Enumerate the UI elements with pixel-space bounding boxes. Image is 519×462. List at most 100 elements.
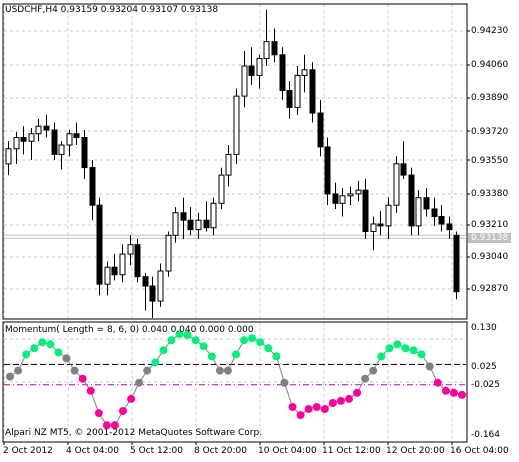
candle (58, 141, 65, 170)
candle (127, 235, 134, 266)
candle (400, 141, 407, 179)
candle (301, 54, 308, 93)
candle (73, 122, 80, 146)
candle-body (149, 285, 156, 302)
momentum-point (151, 358, 160, 367)
symbol-info: USDCHF,H4 0.93159 0.93204 0.93107 0.9313… (5, 5, 219, 15)
candle-body (180, 212, 187, 221)
candle (13, 131, 20, 164)
momentum-point (110, 421, 119, 430)
time-axis-label: 12 Oct 20:00 (386, 446, 445, 456)
candle-body (294, 74, 301, 108)
momentum-point (78, 374, 87, 383)
candle-body (438, 215, 445, 225)
momentum-point (38, 338, 47, 347)
price-axis-label: 0.93890 (471, 93, 509, 103)
price-axis-label: 0.92870 (471, 284, 509, 294)
candle (355, 180, 362, 202)
candle (256, 54, 263, 89)
time-axis-label: 5 Oct 12:00 (130, 446, 183, 456)
candle (218, 167, 225, 209)
indicator-info: Momentum( Length = 8, 6, 0) 0.040 0.040 … (5, 325, 254, 335)
momentum-point (361, 374, 370, 383)
candle-body (393, 163, 400, 206)
candle-body (355, 189, 362, 195)
candle (195, 212, 202, 240)
momentum-point (280, 378, 289, 387)
momentum-point (199, 342, 208, 351)
candle (248, 47, 255, 85)
momentum-point (458, 390, 466, 399)
momentum-point (102, 421, 111, 430)
candle-body (187, 219, 194, 231)
momentum-point (385, 344, 394, 353)
momentum-point (135, 378, 144, 387)
candle-body (89, 167, 96, 206)
candle (233, 88, 240, 164)
candle-body (362, 189, 369, 233)
candle-body (51, 129, 58, 155)
momentum-point (401, 344, 410, 353)
candle-body (377, 223, 384, 227)
candle (317, 99, 324, 157)
candle-body (157, 270, 164, 302)
candle-body (73, 133, 80, 138)
momentum-point (207, 352, 216, 361)
candle-body (431, 208, 438, 217)
candle (5, 141, 12, 176)
candle (165, 231, 172, 277)
momentum-point (215, 366, 224, 375)
momentum-point (46, 340, 55, 349)
candle (81, 129, 88, 179)
price-axis-label: 0.94060 (471, 60, 509, 70)
momentum-point (264, 344, 273, 353)
candle (453, 231, 460, 300)
candle-body (35, 125, 42, 135)
candle (28, 128, 35, 161)
candle (271, 28, 278, 63)
candle-body (58, 144, 65, 155)
candle-body (142, 276, 149, 287)
candle-body (13, 136, 20, 150)
candle-body (172, 212, 179, 236)
momentum-point (296, 411, 305, 420)
candle (203, 201, 210, 232)
momentum-point (272, 352, 281, 361)
candle-body (263, 41, 270, 60)
candle (415, 190, 422, 236)
momentum-point (312, 403, 321, 411)
momentum-point (86, 386, 95, 395)
momentum-point (119, 407, 127, 415)
candle-body (324, 146, 331, 195)
momentum-point (167, 336, 176, 345)
candle-body (43, 125, 50, 131)
candle (241, 51, 248, 108)
momentum-point (248, 334, 257, 343)
candle-body (165, 234, 172, 272)
candle (225, 145, 232, 187)
candle-body (400, 163, 407, 176)
candle (149, 276, 156, 318)
candle-body (111, 266, 118, 276)
momentum-point (304, 405, 313, 413)
price-axis-label: 0.93380 (471, 189, 509, 199)
candle-body (104, 266, 111, 285)
momentum-point (240, 336, 249, 345)
momentum-point (70, 366, 79, 375)
candle-body (332, 193, 339, 204)
time-axis-label: 11 Oct 12:00 (322, 446, 381, 456)
momentum-series[interactable] (6, 330, 466, 430)
candle-body (248, 65, 255, 76)
main-chart-grid (3, 4, 466, 318)
momentum-point (345, 394, 353, 403)
candle (134, 239, 141, 283)
momentum-point (320, 405, 329, 413)
candlestick-series[interactable] (5, 9, 460, 318)
momentum-point (175, 330, 184, 339)
momentum-point (22, 350, 31, 359)
candle-body (225, 153, 232, 176)
candle (370, 216, 377, 251)
candle-body (271, 41, 278, 56)
candle-body (370, 223, 377, 233)
price-axis-label: 0.93210 (471, 220, 509, 230)
